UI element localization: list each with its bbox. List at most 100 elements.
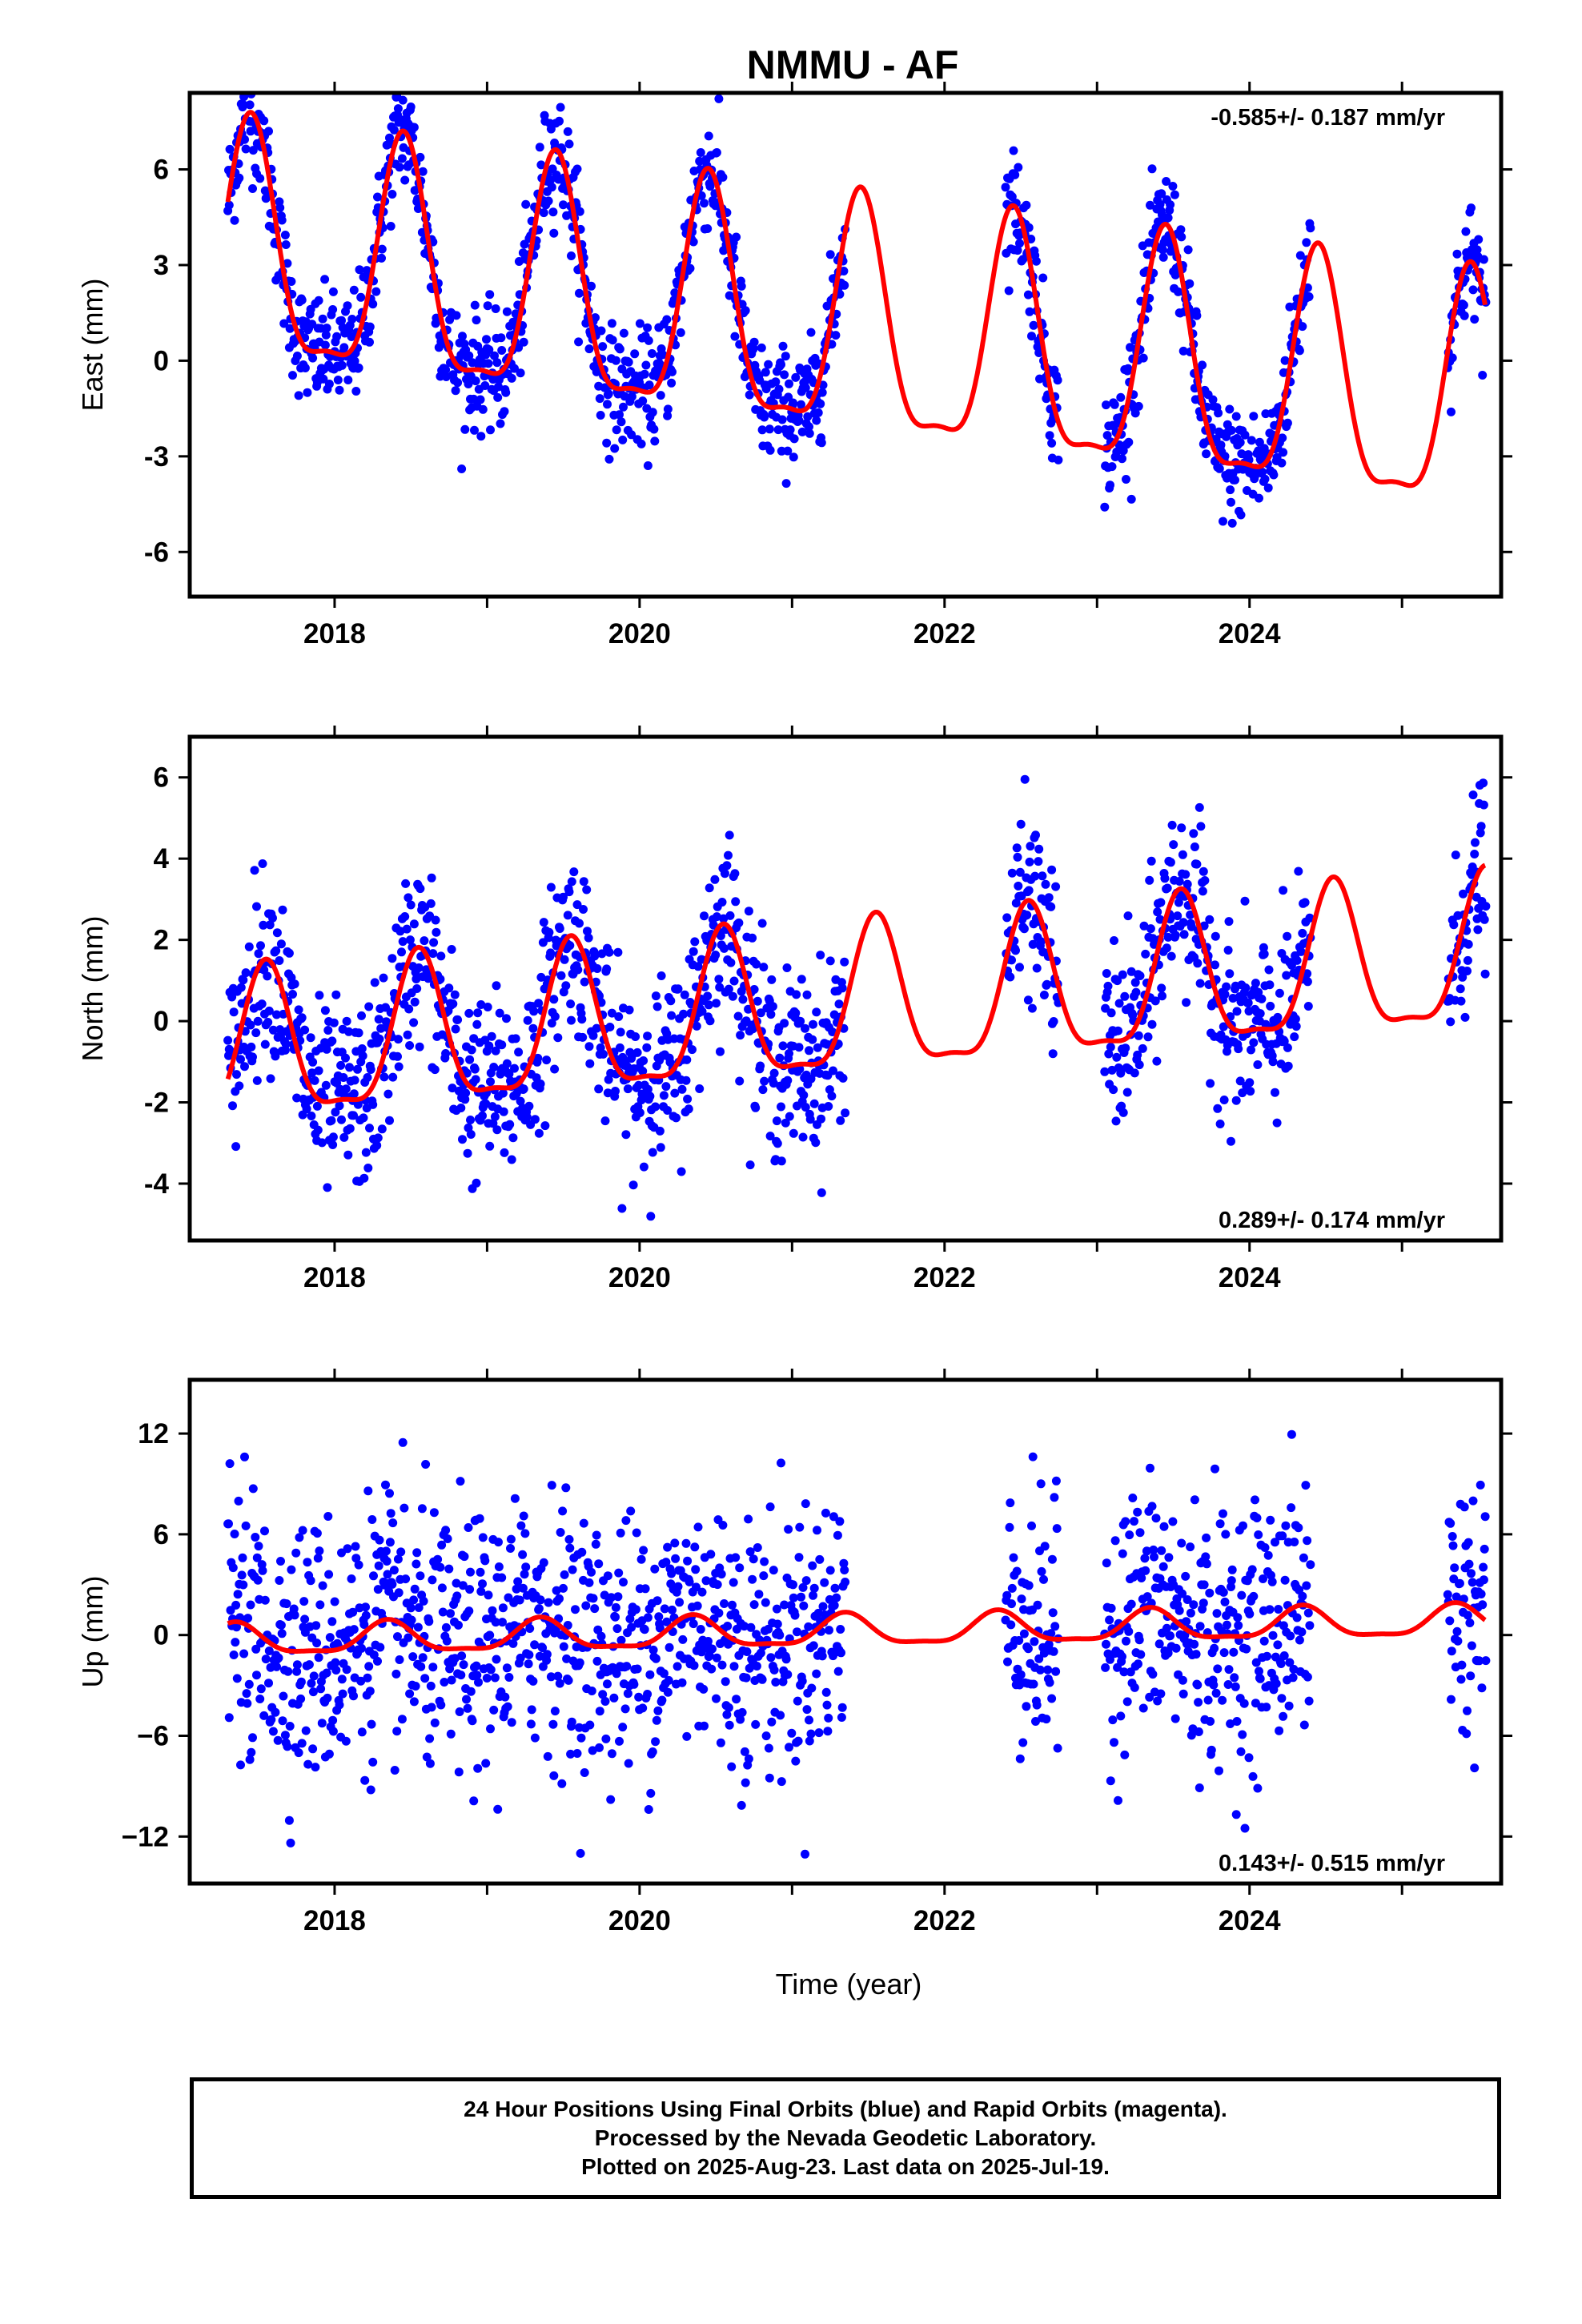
data-point [1040, 1542, 1050, 1551]
data-point [276, 1557, 285, 1566]
data-point [546, 883, 556, 892]
data-point [1174, 898, 1183, 907]
data-point [773, 1619, 782, 1629]
data-point [1206, 1079, 1215, 1088]
data-point [448, 1084, 457, 1093]
data-point [1028, 1452, 1038, 1462]
data-point [1249, 412, 1259, 421]
data-point [337, 1675, 347, 1684]
data-point [1235, 1076, 1245, 1086]
data-point [1146, 924, 1155, 934]
data-point [393, 104, 403, 114]
data-point [251, 78, 259, 87]
data-point [494, 382, 503, 392]
data-point [1110, 936, 1118, 945]
data-point [530, 1115, 540, 1124]
data-point [636, 1554, 646, 1564]
data-point [547, 183, 556, 192]
data-point [569, 867, 579, 877]
data-point [277, 1629, 287, 1638]
data-point [478, 404, 488, 414]
data-point [745, 390, 754, 400]
data-point [1150, 1552, 1158, 1562]
data-point [822, 1700, 832, 1710]
data-point [503, 1702, 512, 1711]
data-point [692, 1582, 701, 1592]
data-point [1016, 819, 1026, 829]
data-point [1258, 468, 1267, 476]
data-point [502, 1059, 512, 1068]
data-point [331, 1666, 341, 1675]
data-point [502, 1663, 512, 1673]
data-point [1022, 911, 1032, 920]
data-point [257, 999, 267, 1009]
data-point [304, 1660, 314, 1670]
data-point [427, 873, 436, 883]
data-point [507, 1155, 516, 1164]
data-point [549, 995, 559, 1004]
data-point [1273, 1012, 1283, 1022]
data-point [681, 1076, 691, 1085]
data-point [791, 372, 801, 382]
data-point [241, 144, 251, 154]
data-point [1227, 497, 1235, 507]
data-point [581, 1601, 591, 1610]
data-point [630, 349, 640, 359]
data-point [243, 75, 251, 84]
data-point [1283, 1043, 1292, 1052]
data-point [579, 1518, 588, 1528]
data-point [777, 360, 785, 369]
data-point [767, 1717, 777, 1727]
data-point [651, 1654, 661, 1663]
data-point [1474, 903, 1484, 913]
data-point [658, 350, 668, 360]
data-point [357, 1643, 366, 1653]
data-point [536, 160, 546, 170]
data-point [349, 1691, 358, 1701]
data-point [296, 1694, 306, 1703]
data-point [704, 131, 713, 141]
data-point [579, 877, 588, 887]
data-point [668, 1605, 677, 1614]
data-point [1020, 774, 1030, 784]
data-point [628, 1180, 638, 1190]
data-point [505, 1120, 515, 1129]
data-point [343, 376, 353, 384]
data-point [757, 919, 767, 928]
data-point [536, 1595, 545, 1605]
data-point [817, 388, 827, 397]
data-point [1240, 896, 1250, 906]
data-point [292, 1660, 302, 1670]
data-point [331, 1108, 340, 1117]
data-point [1181, 870, 1191, 879]
data-point [349, 1089, 359, 1099]
data-point [1046, 902, 1056, 911]
data-point [404, 893, 413, 903]
data-point [263, 971, 272, 981]
data-point [1231, 1682, 1240, 1691]
data-point [256, 1684, 266, 1694]
data-point [1299, 1553, 1308, 1562]
data-point [284, 1815, 294, 1825]
data-point [1274, 1605, 1283, 1614]
data-point [1131, 987, 1141, 997]
data-point [1148, 1670, 1158, 1679]
data-point [580, 977, 589, 987]
data-point [405, 1689, 415, 1699]
data-point [1248, 1771, 1258, 1781]
data-point [1038, 273, 1048, 283]
data-point [373, 1585, 383, 1594]
data-point [689, 1619, 698, 1629]
data-point [1054, 455, 1063, 464]
data-point [780, 370, 789, 380]
data-point [284, 948, 294, 958]
data-point [726, 958, 736, 967]
data-point [780, 1019, 789, 1028]
data-point [389, 1566, 399, 1575]
data-point [761, 368, 770, 377]
up-y-axis-label: Up (mm) [76, 1576, 109, 1688]
data-point [1219, 517, 1227, 526]
data-point [675, 1598, 685, 1607]
data-point [1446, 1518, 1456, 1528]
